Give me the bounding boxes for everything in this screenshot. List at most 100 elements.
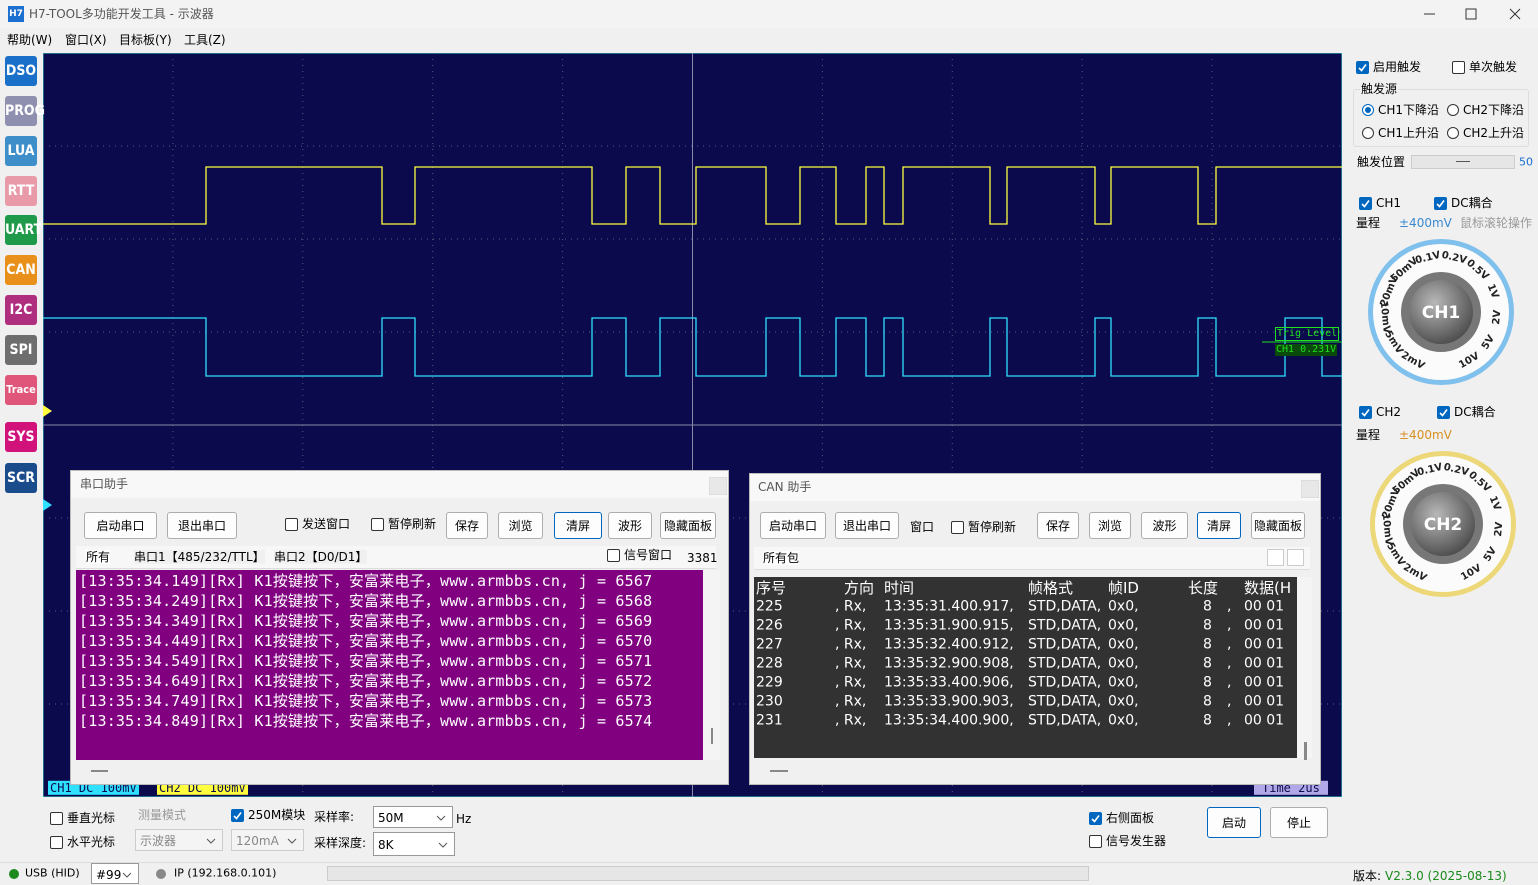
scroll-right[interactable] xyxy=(1287,549,1304,566)
button[interactable]: 隐藏面板 xyxy=(660,512,716,539)
sidebar-button[interactable]: SYS xyxy=(5,422,37,452)
button[interactable]: 清屏 xyxy=(554,512,602,539)
table-cell: , xyxy=(1227,674,1232,691)
table-cell: 13:35:33.900.903, xyxy=(884,693,1014,710)
column-header: 数据(H xyxy=(1244,579,1292,597)
checkbox[interactable] xyxy=(951,521,964,534)
table-cell: 00 01 xyxy=(1244,617,1285,634)
checkbox[interactable] xyxy=(285,518,298,531)
checkbox-label: DC耦合 xyxy=(1454,404,1496,419)
checkbox-label: 暂停刷新 xyxy=(968,519,1017,534)
radio[interactable] xyxy=(1447,104,1459,116)
checkbox[interactable] xyxy=(1437,406,1450,419)
checkbox[interactable] xyxy=(231,809,244,822)
sidebar-button[interactable]: DSO xyxy=(5,56,37,86)
sidebar-button[interactable]: Trace xyxy=(5,375,37,405)
checkbox-label: DC耦合 xyxy=(1451,195,1493,210)
menu-item[interactable]: 目标板(Y) xyxy=(119,32,172,47)
window-controls[interactable] xyxy=(1418,0,1538,28)
combobox[interactable]: 示波器 xyxy=(135,829,223,851)
checkbox[interactable] xyxy=(1359,406,1372,419)
close-button[interactable] xyxy=(1301,480,1319,498)
button[interactable]: 浏览 xyxy=(498,512,543,539)
ch1-marker xyxy=(43,405,52,417)
table-cell: 00 01 xyxy=(1244,674,1285,691)
checkbox[interactable] xyxy=(50,836,63,849)
table-cell: 227 xyxy=(756,636,783,653)
combobox[interactable]: #99 xyxy=(91,863,139,884)
table-cell: , Rx, xyxy=(835,693,867,710)
range-knob[interactable]: CH22mV5mV10mV20mV50mV0.1V0.2V0.5V1V2V5V1… xyxy=(1363,444,1523,604)
checkbox[interactable] xyxy=(607,549,620,562)
combobox[interactable]: 50M xyxy=(373,806,453,828)
button[interactable]: 波形 xyxy=(608,512,652,539)
checkbox[interactable] xyxy=(1452,61,1465,74)
button[interactable]: 隐藏面板 xyxy=(1251,512,1305,539)
table-cell: 13:35:31.400.917, xyxy=(884,598,1014,615)
checkbox[interactable] xyxy=(50,812,63,825)
slider-thumb[interactable] xyxy=(1456,161,1470,162)
button[interactable]: 退出串口 xyxy=(167,512,237,539)
checkbox[interactable] xyxy=(1089,812,1102,825)
table-cell: 00 01 xyxy=(1244,693,1285,710)
radio-label: CH2上升沿 xyxy=(1463,125,1525,140)
menu-item[interactable]: 窗口(X) xyxy=(65,32,107,47)
tab[interactable]: 所有包 xyxy=(763,550,800,566)
menu-item[interactable]: 帮助(W) xyxy=(7,32,53,47)
button[interactable]: 波形 xyxy=(1141,512,1188,539)
column-header: 时间 xyxy=(884,579,915,597)
button[interactable]: 保存 xyxy=(446,512,488,539)
check-mark xyxy=(1091,815,1100,823)
button[interactable]: 浏览 xyxy=(1089,512,1131,539)
table-cell: 230 xyxy=(756,693,783,710)
checkbox[interactable] xyxy=(1434,197,1447,210)
sidebar-button[interactable]: SPI xyxy=(5,335,37,365)
button[interactable]: 退出串口 xyxy=(835,512,899,539)
knob-tick-label: 2V xyxy=(1491,309,1503,325)
sidebar-button[interactable]: I2C xyxy=(5,295,37,325)
menu-item[interactable]: 工具(Z) xyxy=(184,32,226,47)
button[interactable]: 启动串口 xyxy=(84,512,157,539)
button[interactable]: 停止 xyxy=(1270,807,1328,838)
checkbox[interactable] xyxy=(1359,197,1372,210)
sidebar-button[interactable]: UART xyxy=(5,215,42,245)
log-line: [13:35:34.449][Rx] K1按键按下，安富莱电子，www.armb… xyxy=(79,632,653,650)
slider[interactable] xyxy=(1411,155,1515,169)
sidebar-button[interactable]: PROG xyxy=(5,96,45,126)
table-cell: 0x0, xyxy=(1108,617,1139,634)
check-mark xyxy=(1358,64,1367,72)
combobox-value: 8K xyxy=(378,837,394,852)
table-cell: 00 01 xyxy=(1244,655,1285,672)
table-cell: 13:35:34.400.900, xyxy=(884,712,1014,729)
button[interactable]: 启动 xyxy=(1207,807,1261,838)
unit-label: Hz xyxy=(456,811,472,826)
checkbox[interactable] xyxy=(1089,835,1102,848)
combobox[interactable]: 8K xyxy=(373,832,455,856)
checkbox[interactable] xyxy=(1356,61,1369,74)
range-knob[interactable]: CH12mV5mV10mV20mV50mV0.1V0.2V0.5V1V2V5V1… xyxy=(1361,232,1521,392)
maximize-button xyxy=(1465,8,1477,20)
button[interactable]: 清屏 xyxy=(1197,512,1241,539)
button[interactable]: 保存 xyxy=(1037,512,1079,539)
panel-title: 串口助手 xyxy=(80,476,129,491)
tab[interactable]: 串口1【485/232/TTL】 xyxy=(134,549,265,565)
sidebar-button[interactable]: SCR xyxy=(5,463,37,493)
table-cell: 8 xyxy=(1203,617,1212,634)
sidebar-button[interactable]: CAN xyxy=(5,255,37,285)
sidebar-button[interactable]: LUA xyxy=(5,136,37,166)
combobox[interactable]: 120mA xyxy=(231,829,304,851)
radio[interactable] xyxy=(1362,104,1374,116)
sidebar-button[interactable]: RTT xyxy=(5,176,37,206)
scroll-left[interactable] xyxy=(1267,549,1284,566)
table-cell: STD,DATA, xyxy=(1028,693,1102,710)
checkbox[interactable] xyxy=(371,518,384,531)
check-mark xyxy=(1439,409,1448,417)
tab[interactable]: 所有 xyxy=(86,549,111,565)
close-button[interactable] xyxy=(709,477,727,495)
radio[interactable] xyxy=(1447,127,1459,139)
radio[interactable] xyxy=(1362,127,1374,139)
tab[interactable]: 串口2【D0/D1】 xyxy=(274,549,368,565)
table-cell: 226 xyxy=(756,617,783,634)
button[interactable]: 启动串口 xyxy=(760,512,826,539)
